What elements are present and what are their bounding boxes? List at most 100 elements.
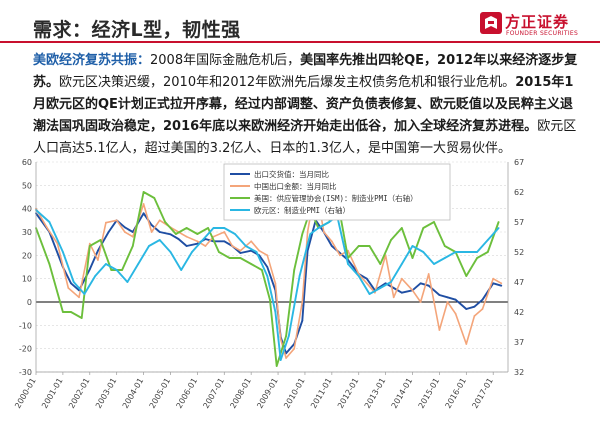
series-4-point — [180, 269, 183, 271]
series-4-point — [357, 275, 360, 277]
series-3-point — [239, 257, 242, 259]
right-tick-label: 37 — [514, 338, 524, 347]
series-3-point — [285, 335, 287, 337]
right-tick-label: 67 — [514, 158, 524, 167]
x-tick-label: 2012-01 — [336, 377, 361, 410]
series-2-point — [131, 235, 134, 238]
series-1-point — [392, 287, 395, 289]
x-tick-label: 2017-01 — [470, 377, 495, 410]
x-tick-label: 2004-01 — [121, 377, 146, 410]
x-tick-label: 2010-01 — [282, 377, 307, 410]
left-tick-label: 30 — [22, 228, 32, 237]
series-3-point — [400, 227, 403, 229]
series-3-point — [88, 245, 91, 247]
series-1-point — [330, 245, 333, 247]
series-4-point — [83, 293, 86, 295]
series-2-point — [204, 245, 207, 247]
series-1-point — [419, 282, 422, 285]
series-2-point — [115, 219, 118, 222]
series-3-point — [250, 263, 253, 265]
series-line-2 — [35, 184, 502, 359]
series-1-point — [142, 212, 145, 215]
series-2-point — [250, 240, 253, 243]
x-tick-label: 2001-01 — [40, 377, 65, 410]
legend-label-1: 出口交货值：当月同比 — [254, 169, 329, 179]
series-1-point — [473, 305, 476, 308]
series-3-point — [153, 197, 156, 199]
brand-logo-english: FOUNDER SECURITIES — [506, 30, 579, 37]
x-tick-label: 2009-01 — [255, 377, 280, 410]
series-2-point — [400, 277, 403, 280]
series-2-point — [392, 296, 395, 299]
series-2-point — [150, 231, 153, 233]
series-3-point — [368, 245, 371, 247]
left-tick-label: -20 — [19, 345, 32, 354]
series-2-point — [185, 235, 188, 238]
series-4-point — [72, 281, 75, 283]
series-2-point — [306, 231, 309, 233]
series-1-point — [88, 268, 91, 271]
series-1-point — [481, 298, 484, 301]
series-1-point — [131, 231, 134, 233]
series-2-point — [285, 357, 287, 359]
series-3-point — [175, 233, 177, 235]
series-2-point — [301, 301, 304, 303]
brand-logo-chinese: 方正证券 — [505, 13, 570, 31]
series-2-point — [465, 343, 468, 345]
series-3-point — [196, 233, 199, 235]
series-1-point — [492, 282, 495, 285]
right-tick-label: 47 — [514, 278, 524, 287]
series-4-point — [279, 359, 282, 361]
series-1-point — [107, 231, 110, 233]
series-1-point — [150, 224, 153, 226]
series-2-point — [239, 249, 242, 252]
series-2-point — [279, 338, 282, 341]
series-2-point — [500, 282, 503, 285]
x-tick-label: 2016-01 — [444, 377, 469, 410]
series-4-point — [422, 251, 425, 253]
series-4-point — [191, 251, 193, 253]
series-1-point — [70, 282, 72, 285]
x-tick-label: 2005-01 — [148, 377, 173, 410]
series-4-point — [274, 311, 277, 313]
right-tick-label: 42 — [514, 308, 524, 317]
series-1-point — [123, 226, 126, 229]
series-4-point — [244, 245, 247, 247]
series-3-point — [131, 245, 134, 247]
series-3-point — [80, 317, 83, 319]
series-3-point — [476, 257, 478, 259]
series-3-point — [411, 257, 414, 259]
series-4-point — [105, 263, 107, 265]
series-2-point — [266, 254, 269, 257]
series-3-point — [433, 221, 435, 223]
series-2-point — [481, 308, 484, 310]
series-2-point — [454, 312, 457, 315]
series-1-point — [306, 249, 309, 252]
series-2-point — [330, 240, 333, 243]
series-3-point — [465, 275, 468, 277]
left-tick-label: 10 — [22, 275, 32, 284]
series-4-point — [443, 257, 446, 259]
series-3-point — [261, 269, 263, 271]
series-3-point — [269, 299, 271, 301]
series-3-point — [110, 269, 113, 271]
left-tick-label: 60 — [22, 158, 32, 167]
series-3-point — [48, 263, 51, 265]
series-1-point — [500, 284, 503, 287]
series-2-point — [231, 245, 234, 247]
legend-label-3: 美国：供应管理协会(ISM)：制造业PMI（右轴） — [254, 193, 418, 203]
series-4-point — [158, 239, 161, 241]
series-4-point — [454, 251, 457, 253]
series-1-point — [97, 249, 99, 252]
x-tick-label: 2003-01 — [94, 377, 119, 410]
left-tick-label: -30 — [19, 368, 32, 377]
series-1-point — [177, 238, 180, 240]
series-1-point — [169, 233, 172, 236]
page-title: 需求：经济L型，韧性强 — [33, 19, 241, 41]
series-3-point — [486, 251, 489, 253]
series-4-point — [266, 275, 269, 277]
series-4-point — [309, 233, 312, 235]
series-4-point — [115, 269, 118, 271]
series-4-point — [379, 287, 382, 289]
body-sentence-4: 2015年1月欧元区的QE计划正式拉开序幕，经过内部调整、资产负债表修复、欧元贬… — [33, 75, 574, 134]
